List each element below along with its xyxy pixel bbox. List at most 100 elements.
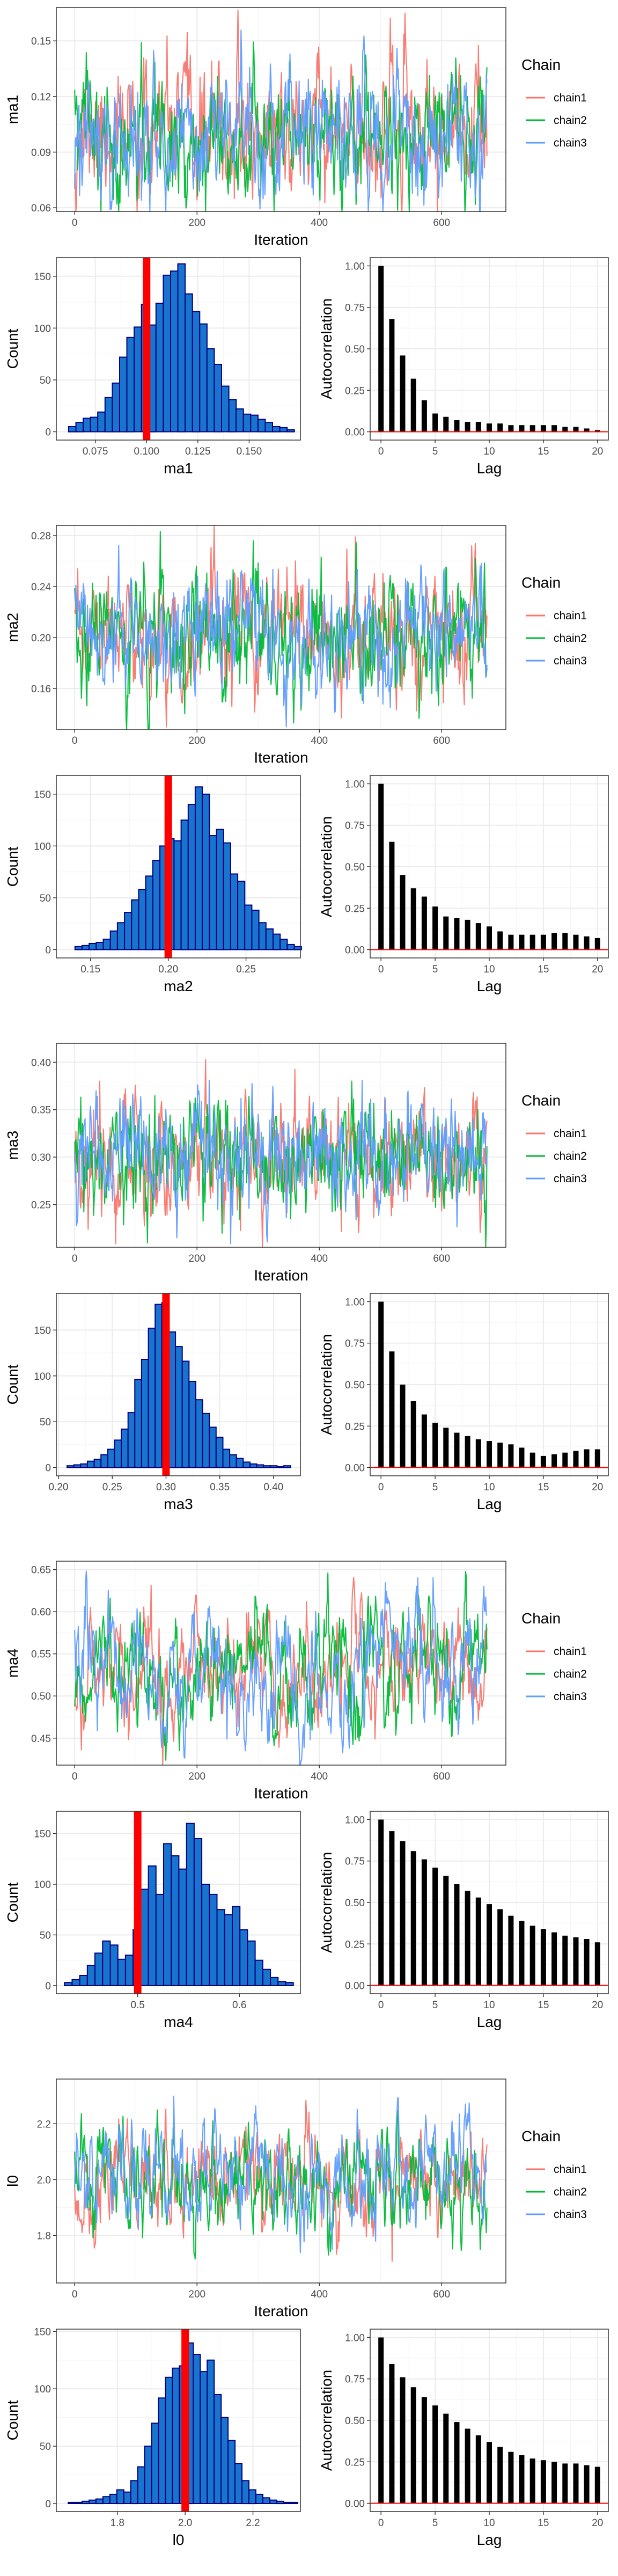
histogram-bar: [272, 426, 281, 433]
hist-y-axis-title: Count: [4, 846, 21, 887]
acf-y-tick-label: 0.25: [345, 1939, 365, 1950]
acf-y-axis-title: Autocorrelation: [318, 1334, 335, 1435]
acf-bar: [465, 2428, 470, 2504]
trace-x-tick-label: 600: [433, 735, 450, 747]
acf-bar: [400, 1385, 406, 1468]
acf-bar: [551, 933, 557, 950]
trace-x-tick-label: 600: [433, 1253, 450, 1264]
acf-y-tick-label: 0.00: [345, 427, 365, 438]
acf-bar: [487, 926, 492, 950]
histogram-bar: [73, 1464, 82, 1468]
acf-bar: [421, 896, 427, 950]
hist-x-tick-label: 0.25: [102, 1482, 122, 1493]
histogram-bar: [249, 1463, 258, 1468]
histogram-bar: [195, 1399, 203, 1468]
acf-x-tick-label: 5: [432, 2000, 438, 2011]
hist-y-tick-label: 50: [40, 1417, 51, 1428]
histogram-bar: [283, 1465, 291, 1468]
trace-y-tick-label: 0.60: [31, 1607, 51, 1618]
acf-bar: [432, 1423, 438, 1468]
acf-bar: [573, 934, 579, 950]
acf-bar: [454, 918, 460, 950]
histogram-bar: [155, 1893, 164, 1986]
acf-bar: [443, 2413, 449, 2504]
hist-panel-border: [56, 1811, 301, 1994]
legend-title: Chain: [521, 1092, 561, 1109]
acf-bar: [562, 1935, 568, 1986]
histogram-bar: [250, 414, 259, 433]
acf-y-axis-title: Autocorrelation: [318, 1852, 335, 1953]
trace-x-tick-label: 600: [433, 217, 450, 229]
histogram-bar: [200, 2371, 208, 2505]
trace-x-axis-title: Iteration: [254, 1267, 308, 1284]
histogram-bar: [270, 1977, 279, 1986]
acf-y-tick-label: 0.00: [345, 945, 365, 956]
histogram-bar: [148, 1327, 156, 1468]
legend-label-chain2: chain2: [554, 2186, 587, 2198]
acf-x-tick-label: 5: [432, 2518, 438, 2529]
trace-y-tick-label: 0.16: [31, 684, 51, 695]
legend-label-chain3: chain3: [554, 1690, 587, 1703]
hist-x-tick-label: 2.0: [178, 2518, 192, 2529]
legend-title: Chain: [521, 56, 561, 73]
trace-y-tick-label: 0.28: [31, 531, 51, 542]
acf-plot-l0: 0 5 10 15 20 0.00 0.25 0.50 0.75 1.00 Lag Autocorre…: [318, 2329, 609, 2548]
hist-y-tick-label: 150: [34, 789, 51, 801]
acf-x-tick-label: 15: [538, 1482, 549, 1493]
trace-plot-ma2: 0 200 400 600 0.16 0.20 0.24 0.28 Iteration ma2 Ch…: [4, 524, 587, 766]
trace-x-tick-label: 600: [433, 2289, 450, 2300]
trace-x-tick-label: 200: [188, 2289, 205, 2300]
acf-bar: [551, 1932, 557, 1986]
hist-y-tick-label: 50: [40, 1930, 51, 1941]
histogram-bar: [265, 928, 274, 950]
hist-y-axis-title: Count: [4, 1364, 21, 1404]
hist-y-tick-label: 0: [45, 2499, 51, 2510]
legend-title: Chain: [521, 574, 561, 591]
acf-plot-ma2: 0 5 10 15 20 0.00 0.25 0.50 0.75 1.00 Lag Autocorre…: [318, 775, 609, 994]
acf-x-tick-label: 20: [592, 2000, 603, 2011]
histogram-ma1: 0.075 0.100 0.125 0.150 0 50 100 150 ma1 Count: [4, 257, 301, 477]
hist-y-axis-title: Count: [4, 328, 21, 369]
hist-y-tick-label: 100: [34, 323, 51, 334]
acf-y-tick-label: 0.75: [345, 1856, 365, 1868]
acf-bar: [529, 1452, 535, 1468]
histogram-bar: [187, 804, 196, 950]
acf-bar: [410, 2387, 416, 2504]
acf-bar: [519, 1447, 525, 1468]
acf-bar: [594, 938, 600, 950]
acf-x-tick-label: 10: [483, 2518, 495, 2529]
histogram-bar: [206, 348, 215, 433]
acf-y-axis-title: Autocorrelation: [318, 816, 335, 917]
histogram-bar: [279, 939, 288, 950]
histogram-bar: [112, 382, 120, 433]
histogram-bar: [71, 1979, 80, 1986]
trace-y-tick-label: 0.35: [31, 1105, 51, 1116]
trace-y-axis-title: ma4: [4, 1649, 21, 1678]
acf-bar: [454, 2422, 460, 2504]
acf-x-tick-label: 15: [538, 2000, 549, 2011]
histogram-ma3: 0.20 0.25 0.30 0.35 0.40 0 50 100 150 ma3 Count: [4, 1293, 301, 1512]
trace-x-tick-label: 600: [433, 1771, 450, 1782]
histogram-bar: [227, 2440, 236, 2504]
acf-y-tick-label: 0.50: [345, 2416, 365, 2427]
trace-x-tick-label: 400: [311, 1253, 328, 1264]
trace-y-tick-label: 0.15: [31, 36, 51, 47]
acf-bar: [400, 875, 406, 950]
histogram-bar: [256, 1464, 264, 1468]
acf-bar: [421, 2397, 427, 2504]
acf-bar: [573, 1451, 579, 1468]
hist-x-tick-label: 2.2: [246, 2518, 260, 2529]
hist-x-tick-label: 1.8: [111, 2518, 124, 2529]
histogram-bar: [86, 1460, 95, 1468]
histogram-bar: [216, 1909, 225, 1986]
acf-bar: [508, 425, 514, 432]
trace-y-tick-label: 0.09: [31, 147, 51, 158]
histogram-bar: [134, 1379, 142, 1468]
histogram-bar: [262, 2497, 270, 2504]
acf-bar: [443, 1876, 449, 1986]
histogram-bar: [102, 939, 111, 950]
histogram-bar: [263, 1465, 271, 1468]
hist-x-axis-title: ma4: [164, 2014, 193, 2030]
acf-bar: [487, 1904, 492, 1986]
histogram-bar: [193, 2354, 201, 2504]
